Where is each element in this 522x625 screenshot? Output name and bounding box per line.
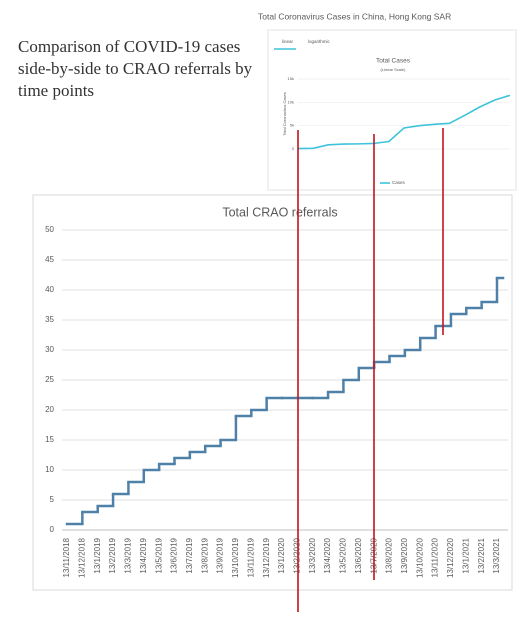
inset-frame <box>267 29 517 191</box>
chart-title: Total Cases <box>376 58 411 65</box>
y-axis-label: Total Coronavirus Cases <box>282 92 287 136</box>
x-tick-label: 13/12/2020 <box>446 537 455 578</box>
x-tick-label: 13/11/2020 <box>431 537 440 577</box>
x-tick-label: 13/9/2019 <box>216 537 225 573</box>
x-tick-label: 13/8/2020 <box>385 537 394 573</box>
y-tick-label: 0 <box>292 146 295 151</box>
x-tick-label: 13/5/2019 <box>154 537 163 573</box>
x-tick-label: 13/1/2019 <box>93 537 102 573</box>
y-tick-label: 10k <box>288 99 294 104</box>
x-tick-label: 13/10/2020 <box>415 537 424 578</box>
y-tick-label: 0 <box>50 525 55 534</box>
y-tick-label: 5 <box>50 495 55 504</box>
main-frame <box>32 194 513 591</box>
chart-title: Total CRAO referrals <box>222 205 337 219</box>
x-tick-label: 13/8/2019 <box>200 537 209 573</box>
x-tick-label: 13/2/2021 <box>477 537 486 573</box>
x-tick-label: 13/11/2019 <box>246 537 255 577</box>
x-tick-label: 13/12/2018 <box>77 537 86 578</box>
x-tick-label: 13/4/2020 <box>323 537 332 573</box>
x-tick-label: 13/5/2020 <box>339 537 348 573</box>
y-tick-label: 40 <box>45 285 54 294</box>
chart-subtitle: (Linear Scale) <box>381 67 407 72</box>
y-tick-label: 5k <box>290 123 294 128</box>
x-tick-label: 13/6/2020 <box>354 537 363 573</box>
x-tick-label: 13/3/2019 <box>124 537 133 573</box>
x-tick-label: 13/2/2020 <box>292 537 301 573</box>
x-tick-label: 13/11/2018 <box>62 537 71 577</box>
line <box>297 94 511 150</box>
x-tick-label: 13/10/2019 <box>231 537 240 578</box>
x-tick-label: 13/2/2019 <box>108 537 117 573</box>
x-tick-label: 13/1/2021 <box>461 537 470 573</box>
y-tick-label: 30 <box>45 345 54 354</box>
x-tick-label: 13/4/2019 <box>139 537 148 573</box>
x-tick-label: 13/7/2019 <box>185 537 194 573</box>
y-tick-label: 45 <box>45 255 54 264</box>
x-tick-label: 13/6/2019 <box>170 537 179 573</box>
y-tick-label: 20 <box>45 405 54 414</box>
heading: Comparison of COVID-19 cases side-by-sid… <box>18 37 253 100</box>
y-tick-label: 35 <box>45 315 54 324</box>
y-tick-label: 50 <box>45 225 54 234</box>
tab: logarithmic <box>308 39 331 44</box>
y-tick-label: 15 <box>45 435 54 444</box>
x-tick-label: 13/1/2020 <box>277 537 286 573</box>
y-tick-label: 10 <box>45 465 54 474</box>
x-tick-label: 13/3/2020 <box>308 537 317 573</box>
x-tick-label: 13/12/2019 <box>262 537 271 578</box>
x-tick-label: 13/9/2020 <box>400 537 409 573</box>
tab: linear <box>282 39 294 44</box>
y-tick-label: 15k <box>288 76 294 81</box>
x-tick-label: 13/3/2021 <box>492 537 501 573</box>
inset-title: Total Coronavirus Cases in China, Hong K… <box>258 11 451 21</box>
legend-label: Cases <box>392 180 406 185</box>
y-tick-label: 25 <box>45 375 54 384</box>
